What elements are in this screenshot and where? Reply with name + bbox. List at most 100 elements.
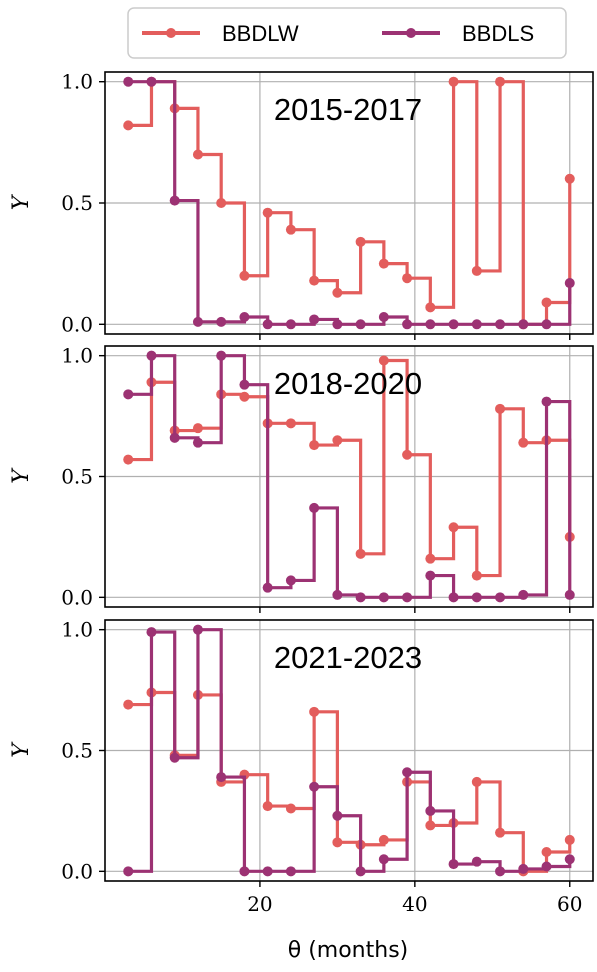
data-point-bbdlw [495, 827, 506, 838]
panel-3: 0.0 0.5 1.0 20 40 60 Y 2021-2023 [9, 618, 594, 916]
data-point-bbdls [471, 592, 482, 603]
data-point-bbdlw [425, 302, 436, 313]
data-point-bbdls [425, 570, 436, 581]
data-point-bbdls [425, 805, 436, 816]
data-point-bbdls [402, 592, 413, 603]
legend-marker-bbdlw [166, 28, 176, 38]
data-point-bbdlw [309, 440, 320, 451]
data-point-bbdlw [123, 454, 134, 465]
data-point-bbdlw [378, 834, 389, 845]
y-tick-label: 0.0 [61, 859, 93, 883]
data-point-bbdls [378, 592, 389, 603]
x-tick-label: 20 [247, 892, 272, 916]
data-point-bbdls [169, 195, 180, 206]
x-tick-label: 60 [557, 892, 582, 916]
data-point-bbdls [541, 861, 552, 872]
y-tick-label: 0.5 [61, 465, 93, 489]
data-point-bbdls [239, 866, 250, 877]
data-point-bbdlw [471, 570, 482, 581]
x-axis-label: θ (months) [288, 938, 408, 963]
data-point-bbdlw [518, 437, 529, 448]
y-tick-label: 0.0 [61, 312, 93, 336]
data-point-bbdlw [541, 297, 552, 308]
y-tick-label: 1.0 [61, 618, 93, 642]
data-point-bbdls [146, 76, 157, 87]
panel-2: 0.0 0.5 1.0 Y 2018-2020 [9, 344, 594, 613]
data-point-bbdlw [448, 76, 459, 87]
data-point-bbdlw [541, 847, 552, 857]
data-point-bbdlw [355, 548, 366, 559]
data-point-bbdls [448, 592, 459, 603]
data-point-bbdls [541, 319, 552, 330]
data-point-bbdls [471, 856, 482, 867]
data-point-bbdls [495, 592, 506, 603]
data-point-bbdls [285, 319, 296, 330]
data-point-bbdls [355, 319, 366, 330]
data-point-bbdls [169, 432, 180, 443]
data-point-bbdls [332, 319, 343, 330]
data-point-bbdls [169, 752, 180, 763]
data-point-bbdls [425, 319, 436, 330]
panels: 0.00.51.0Y2015-20170.00.51.0Y2018-20200.… [9, 70, 594, 916]
data-point-bbdlw [239, 270, 250, 281]
series-line-bbdlw [128, 80, 572, 326]
data-point-bbdls [518, 863, 529, 874]
data-point-bbdlw [123, 699, 134, 710]
data-point-bbdlw [564, 173, 575, 184]
data-point-bbdls [192, 437, 203, 448]
data-point-bbdls [564, 854, 575, 865]
data-point-bbdls [448, 319, 459, 330]
data-point-bbdlw [402, 449, 413, 460]
data-point-bbdls [355, 592, 366, 603]
data-point-bbdlw [425, 820, 436, 831]
data-point-bbdlw [309, 706, 320, 717]
data-point-bbdlw [378, 355, 389, 366]
data-point-bbdls [564, 589, 575, 600]
data-point-bbdls [309, 502, 320, 513]
data-point-bbdls [332, 589, 343, 600]
data-point-bbdlw [285, 418, 296, 429]
data-point-bbdlw [285, 803, 296, 814]
data-point-bbdls [518, 589, 529, 600]
data-point-bbdls [192, 624, 203, 635]
data-point-bbdlw [216, 198, 227, 208]
data-point-bbdlw [495, 403, 506, 414]
data-point-bbdls [216, 350, 227, 361]
data-point-bbdls [402, 319, 413, 330]
y-tick-label: 1.0 [61, 344, 93, 368]
data-point-bbdlw [425, 553, 436, 564]
data-point-bbdlw [239, 391, 250, 402]
data-point-bbdlw [262, 207, 273, 218]
legend-label-bbdlw: BBDLW [222, 21, 299, 46]
data-point-bbdls [216, 316, 227, 327]
data-point-bbdlw [378, 258, 389, 269]
data-point-bbdlw [471, 265, 482, 276]
data-point-bbdlw [192, 149, 203, 160]
data-point-bbdlw [285, 224, 296, 235]
y-tick-label: 0.5 [61, 191, 93, 215]
data-point-bbdls [448, 859, 459, 870]
legend-frame [127, 7, 567, 59]
data-point-bbdls [146, 627, 157, 638]
data-point-bbdls [262, 582, 273, 593]
x-tick-label: 40 [402, 892, 427, 916]
series-line-bbdlw [128, 690, 572, 873]
panel-title: 2015-2017 [274, 92, 422, 127]
data-point-bbdlw [123, 120, 134, 131]
data-point-bbdlw [355, 236, 366, 247]
data-point-bbdls [262, 866, 273, 877]
data-point-bbdls [192, 316, 203, 327]
data-point-bbdlw [448, 522, 459, 533]
data-point-bbdls [123, 389, 134, 400]
data-point-bbdls [402, 767, 413, 778]
y-tick-label: 0.0 [61, 585, 93, 609]
panel-title: 2021-2023 [274, 640, 422, 675]
data-point-bbdls [123, 76, 134, 87]
data-point-bbdls [239, 312, 250, 323]
data-point-bbdlw [564, 834, 575, 845]
data-point-bbdls [309, 314, 320, 325]
y-axis-label: Y [9, 467, 34, 484]
data-point-bbdlw [471, 776, 482, 787]
data-point-bbdls [123, 866, 134, 877]
